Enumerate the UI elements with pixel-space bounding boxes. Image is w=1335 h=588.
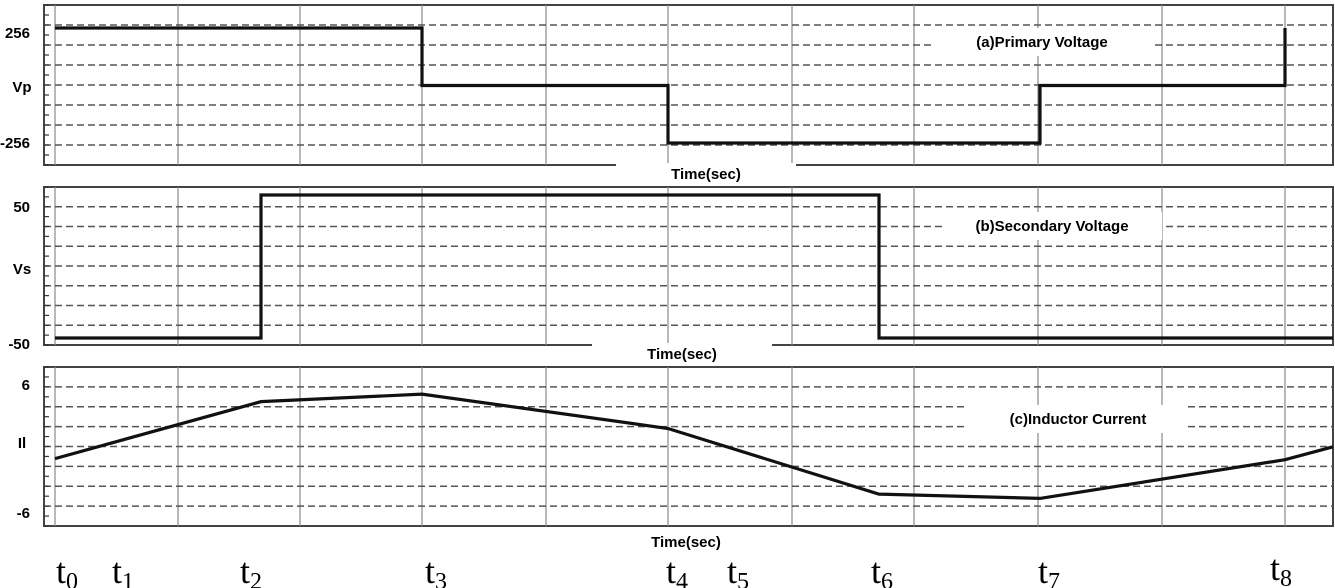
time-marker-t3: t3	[425, 551, 447, 588]
time-marker-t6: t6	[871, 551, 893, 588]
x-axis-label: Time(sec)	[651, 534, 721, 551]
panel-2: (b)Secondary Voltage 50 -50 Vs Time(sec)	[8, 186, 1334, 364]
y-tick-label-top: 6	[22, 377, 30, 394]
xlabel-background	[616, 163, 796, 184]
title-background	[942, 212, 1162, 240]
time-marker-t4: t4	[666, 551, 688, 588]
panel-3: (c)Inductor Current 6 -6 Il Time(sec)	[17, 366, 1334, 552]
title-background	[968, 405, 1188, 433]
y-tick-label-bottom: -256	[0, 135, 30, 152]
y-tick-label-bottom: -50	[8, 336, 30, 353]
time-marker-t2: t2	[240, 551, 262, 588]
y-axis-label: Vs	[13, 261, 31, 278]
time-marker-t5: t5	[727, 551, 749, 588]
waveform-line	[55, 193, 1333, 340]
panel-title: (b)Secondary Voltage	[975, 218, 1128, 235]
time-marker-t8: t8	[1270, 548, 1292, 588]
panel-title: (c)Inductor Current	[1010, 411, 1147, 428]
x-axis-label: Time(sec)	[671, 166, 741, 183]
y-axis-label: Il	[18, 435, 26, 452]
x-axis-label: Time(sec)	[647, 346, 717, 363]
y-tick-label-top: 50	[13, 199, 30, 216]
y-axis-label: Vp	[12, 79, 31, 96]
time-marker-t7: t7	[1038, 551, 1060, 588]
waveform-line	[55, 26, 1287, 145]
time-markers: t0 t1 t2 t3 t4 t5 t6 t7 t8	[56, 548, 1292, 588]
title-background	[932, 28, 1152, 56]
time-marker-t1: t1	[112, 551, 134, 588]
xlabel-background	[592, 343, 772, 364]
y-tick-label-bottom: -6	[17, 505, 30, 522]
panel-title: (a)Primary Voltage	[976, 34, 1107, 51]
panel-1: (a)Primary Voltage 256 -256 Vp Time(sec)	[0, 4, 1334, 184]
xlabel-background	[596, 531, 776, 552]
y-tick-label-top: 256	[5, 25, 30, 42]
time-marker-t0: t0	[56, 551, 78, 588]
waveform-line	[54, 392, 1334, 501]
